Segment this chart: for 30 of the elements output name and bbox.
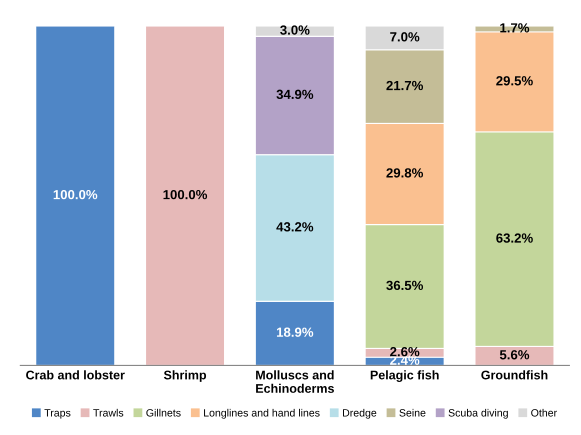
x-tick-label: Pelagic fish	[370, 370, 439, 382]
bar	[144, 26, 226, 366]
data-label: 18.9%	[276, 328, 314, 337]
data-label: 3.0%	[280, 25, 310, 35]
bar	[35, 26, 116, 366]
legend-label: Trawls	[93, 408, 124, 417]
legend-label: Traps	[44, 409, 70, 419]
legend-label: Scuba diving	[448, 408, 508, 419]
legend-label: Gillnets	[146, 408, 181, 417]
data-label: 36.5%	[386, 280, 424, 290]
data-label: 43.2%	[276, 222, 314, 232]
data-label: 100.0%	[54, 190, 98, 200]
legend-label: Other	[531, 408, 557, 417]
data-label: 7.0%	[390, 32, 420, 42]
x-tick-label: Crab and lobster	[26, 370, 125, 380]
x-tick-label: Groundfish	[481, 370, 548, 380]
data-label: 2.6%	[390, 347, 420, 356]
data-label: 100.0%	[164, 190, 208, 200]
data-label: 5.6%	[500, 350, 530, 360]
data-label: 29.8%	[386, 168, 424, 178]
data-label: 1.7%	[500, 23, 530, 32]
data-label: 21.7%	[386, 80, 424, 90]
legend-label: Dredge	[343, 408, 376, 419]
data-label: 63.2%	[496, 233, 533, 243]
x-tick-label: Shrimp	[164, 370, 206, 382]
data-label: 34.9%	[276, 90, 314, 100]
data-label: 29.5%	[496, 76, 533, 86]
legend-label: Longlines and hand lines	[204, 408, 320, 419]
legend-label: Seine	[399, 408, 426, 417]
x-tick-label: Molluscs and Echinoderms	[256, 370, 334, 393]
